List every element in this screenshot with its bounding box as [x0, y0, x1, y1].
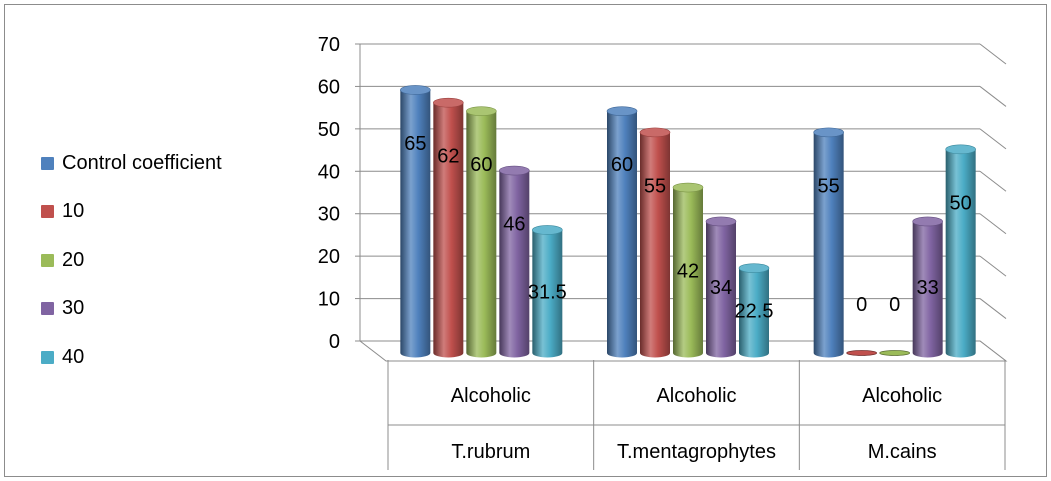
legend-item: Control coefficient	[41, 139, 222, 188]
data-label: 46	[503, 214, 525, 236]
bar-top	[433, 97, 464, 108]
chart-frame: 0 10 20 30 40 50 60 70 65 62 60 46 31.5 60 55 42 34 22.5 5…	[4, 4, 1047, 477]
bar	[945, 149, 976, 358]
legend-item: 40	[41, 333, 222, 382]
y-tick-label: 0	[329, 331, 340, 353]
legend-label: 10	[62, 200, 85, 223]
data-label: 0	[856, 294, 867, 316]
data-label: 55	[818, 175, 840, 197]
bar	[607, 111, 637, 358]
legend-swatch	[41, 253, 54, 267]
data-label: 42	[677, 260, 699, 282]
bar-top	[912, 216, 943, 227]
data-label: 60	[470, 154, 492, 176]
legend-item: 10	[41, 188, 222, 237]
bar-top	[499, 165, 530, 176]
y-tick-label: 10	[318, 289, 340, 311]
category-label-line1: Alcoholic	[656, 385, 736, 407]
chart-legend: Control coefficient 10 20 30 40	[41, 139, 222, 382]
data-label: 0	[889, 294, 900, 316]
category-label-line2: T.rubrum	[451, 441, 530, 463]
bar-top	[400, 85, 431, 95]
data-label: 31.5	[528, 281, 567, 303]
bar	[813, 132, 844, 358]
legend-item: 30	[41, 285, 222, 334]
bar	[739, 268, 769, 358]
y-tick-label: 60	[318, 76, 340, 98]
bar-top	[466, 106, 497, 116]
legend-label: Control coefficient	[62, 151, 222, 174]
legend-label: 30	[62, 297, 85, 320]
legend-swatch	[41, 156, 54, 170]
bar	[912, 221, 943, 358]
data-label: 55	[644, 175, 666, 197]
legend-item: 20	[41, 236, 222, 285]
bar-top	[532, 225, 563, 235]
legend-swatch	[41, 350, 54, 364]
legend-label: 40	[62, 345, 85, 368]
bar	[433, 102, 464, 358]
data-label: 22.5	[735, 301, 774, 323]
data-label: 60	[611, 154, 633, 176]
y-tick-label: 50	[318, 119, 340, 141]
legend-swatch	[41, 302, 54, 316]
bar	[673, 187, 703, 358]
bar	[466, 111, 497, 358]
data-label: 50	[950, 192, 972, 214]
bar	[400, 89, 431, 358]
bar-top	[945, 144, 976, 155]
bar-top	[606, 106, 638, 116]
data-label: 34	[710, 277, 732, 299]
y-tick-label: 30	[318, 204, 340, 226]
y-tick-label: 70	[318, 34, 340, 56]
category-label-line2: T.mentagrophytes	[617, 441, 776, 463]
bar	[532, 229, 563, 358]
bar	[499, 170, 530, 358]
legend-label: 20	[62, 248, 85, 271]
bar-top	[813, 127, 844, 138]
bar-top	[639, 127, 671, 138]
category-label-line1: Alcoholic	[862, 385, 942, 407]
bar-top	[672, 182, 704, 193]
bar	[706, 221, 736, 358]
category-label-line1: Alcoholic	[451, 385, 531, 407]
bar-top	[705, 216, 737, 227]
data-label: 33	[917, 277, 939, 299]
legend-swatch	[41, 205, 54, 219]
bar	[640, 132, 670, 358]
category-label-line2: M.cains	[868, 441, 937, 463]
bar-top	[738, 263, 770, 273]
y-tick-label: 40	[318, 161, 340, 183]
bar	[879, 350, 911, 356]
data-label: 62	[437, 146, 459, 168]
bar	[846, 350, 878, 356]
y-tick-label: 20	[318, 246, 340, 268]
data-label: 65	[404, 133, 426, 155]
